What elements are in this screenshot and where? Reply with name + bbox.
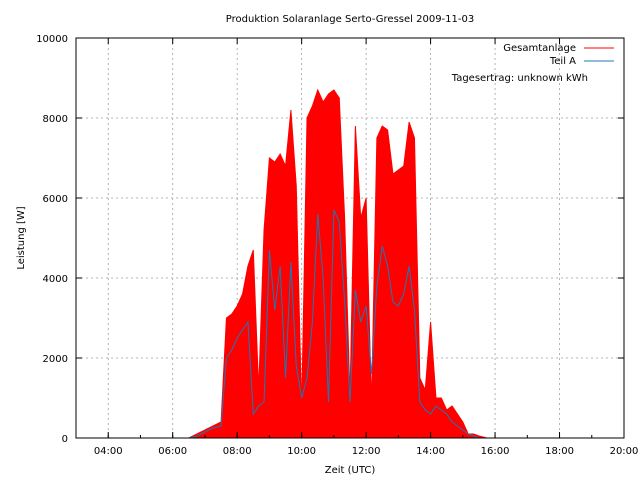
teil-a-line-group <box>188 209 496 439</box>
legend: Gesamtanlage Teil A <box>503 43 614 67</box>
series-teil-a-line <box>188 209 496 439</box>
legend-label-teil-a: Teil A <box>549 56 576 67</box>
y-tick-label: 6000 <box>43 194 68 205</box>
y-tick-label: 8000 <box>43 114 68 125</box>
y-axis-ticks: 0 2000 4000 6000 8000 10000 <box>36 34 624 445</box>
chart-title: Produktion Solaranlage Serto-Gressel 200… <box>226 14 474 25</box>
y-tick-label: 2000 <box>43 354 68 365</box>
y-tick-label: 10000 <box>36 34 68 45</box>
plot-frame <box>75 37 625 439</box>
x-tick-label: 20:00 <box>610 446 639 457</box>
x-tick-label: 14:00 <box>416 446 445 457</box>
x-tick-label: 06:00 <box>158 446 187 457</box>
x-tick-label: 16:00 <box>481 446 510 457</box>
x-tick-label: 12:00 <box>352 446 381 457</box>
x-tick-label: 04:00 <box>94 446 123 457</box>
x-axis-ticks: 04:00 06:00 08:00 10:00 12:00 14:00 16:00 18:00… <box>75 38 639 457</box>
daily-yield-annotation: Tagesertrag: unknown kWh <box>451 73 588 84</box>
x-tick-label: 18:00 <box>545 446 574 457</box>
x-tick-label: 08:00 <box>223 446 252 457</box>
y-tick-label: 0 <box>62 434 68 445</box>
y-axis-label: Leistung [W] <box>16 206 27 269</box>
x-axis-label: Zeit (UTC) <box>325 465 376 476</box>
x-tick-label: 10:00 <box>287 446 316 457</box>
legend-label-gesamtanlage: Gesamtanlage <box>503 43 576 54</box>
y-tick-label: 4000 <box>43 274 68 285</box>
